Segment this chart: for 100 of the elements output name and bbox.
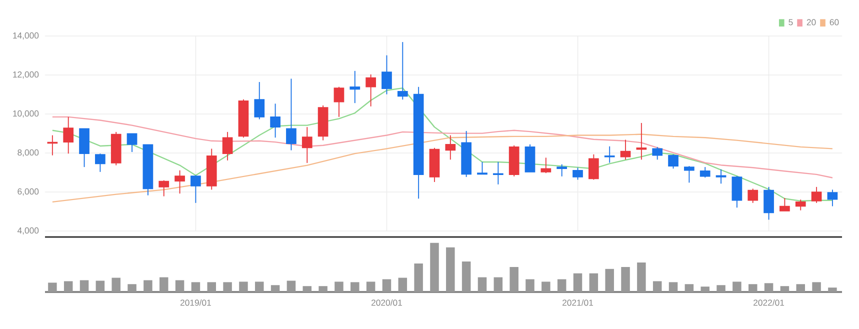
candlestick	[700, 166, 710, 178]
candlestick	[397, 42, 408, 100]
legend-label: 60	[830, 19, 839, 26]
candlestick	[764, 186, 774, 220]
bar	[621, 266, 630, 292]
bar	[398, 278, 408, 292]
bar	[128, 284, 136, 292]
candlestick	[827, 189, 838, 207]
candlestick	[668, 154, 678, 170]
bar	[223, 282, 232, 292]
y-tick-label: 8,000	[18, 149, 39, 157]
bar	[732, 282, 742, 292]
candlestick	[366, 74, 376, 107]
candlestick	[350, 70, 360, 104]
bar	[510, 266, 518, 292]
bar	[175, 280, 184, 292]
candlestick	[445, 134, 456, 160]
candlestick	[572, 167, 583, 180]
bar	[542, 282, 550, 292]
bar	[716, 285, 726, 292]
bar	[48, 282, 57, 292]
bar	[350, 282, 360, 292]
bar	[637, 262, 646, 292]
bar	[64, 281, 73, 292]
candlestick	[588, 154, 599, 180]
candlestick	[604, 146, 615, 164]
bar	[684, 284, 694, 292]
bar	[812, 282, 821, 292]
bar	[270, 285, 280, 292]
bar	[112, 278, 120, 292]
y-tick-label: 10,000	[13, 110, 39, 118]
y-tick-label: 14,000	[13, 32, 39, 40]
bar	[430, 242, 439, 292]
bar	[589, 273, 598, 292]
bar	[828, 288, 837, 292]
candlestick	[334, 86, 344, 118]
candlestick	[270, 103, 280, 138]
candlestick	[477, 162, 488, 175]
bar	[796, 284, 805, 292]
bar	[366, 282, 376, 292]
candlestick	[95, 153, 106, 172]
candlestick	[556, 164, 568, 177]
bar	[144, 280, 152, 292]
y-tick-label: 4,000	[17, 227, 39, 235]
x-tick-label: 2020/01	[372, 299, 402, 306]
bar	[764, 283, 774, 292]
bar	[478, 277, 487, 292]
candlestick	[158, 180, 170, 197]
bar	[96, 280, 105, 292]
candlestick	[174, 170, 185, 194]
bar	[239, 282, 248, 292]
bar	[605, 268, 614, 292]
bar	[286, 280, 296, 292]
x-tick-label: 2021/01	[562, 299, 593, 306]
bar	[159, 277, 168, 292]
legend-label: 5	[788, 19, 793, 26]
candlestick	[286, 78, 296, 151]
candlestick	[302, 126, 312, 164]
candlestick	[620, 139, 631, 160]
x-tick-label: 2019/01	[180, 299, 211, 306]
bar	[668, 282, 678, 292]
candlestick	[748, 188, 758, 204]
candlestick	[811, 186, 822, 204]
candlestick	[126, 133, 138, 152]
candlestick	[382, 54, 392, 95]
bar	[302, 286, 312, 292]
x-tick-label: 2022/01	[754, 299, 784, 306]
bar	[446, 247, 455, 292]
candlestick	[780, 198, 790, 212]
bar	[334, 282, 344, 292]
candlestick	[716, 168, 726, 184]
candlestick	[222, 131, 233, 161]
bar	[557, 279, 566, 292]
candlestick	[795, 199, 806, 211]
bar	[573, 273, 582, 292]
bar	[494, 277, 503, 292]
bar	[80, 280, 89, 292]
bar	[748, 284, 758, 292]
candlestick	[254, 82, 265, 120]
bar	[191, 282, 200, 292]
y-tick-label: 6,000	[18, 188, 39, 196]
bar	[462, 262, 471, 292]
candlestick	[636, 122, 647, 160]
bar	[700, 286, 710, 292]
bar	[382, 279, 392, 292]
candlestick	[732, 176, 742, 208]
candlestick	[684, 166, 694, 184]
legend-label: 20	[806, 19, 816, 26]
candlestick	[652, 146, 663, 160]
bar	[255, 282, 264, 292]
candlestick	[190, 174, 201, 204]
bar	[652, 281, 662, 292]
bar	[207, 282, 216, 292]
bar	[780, 286, 790, 292]
bar	[414, 264, 423, 292]
y-tick-label: 12,000	[13, 71, 39, 79]
candlestick	[540, 157, 552, 174]
bar	[318, 286, 328, 292]
candlestick	[63, 116, 74, 154]
bar	[526, 279, 534, 292]
